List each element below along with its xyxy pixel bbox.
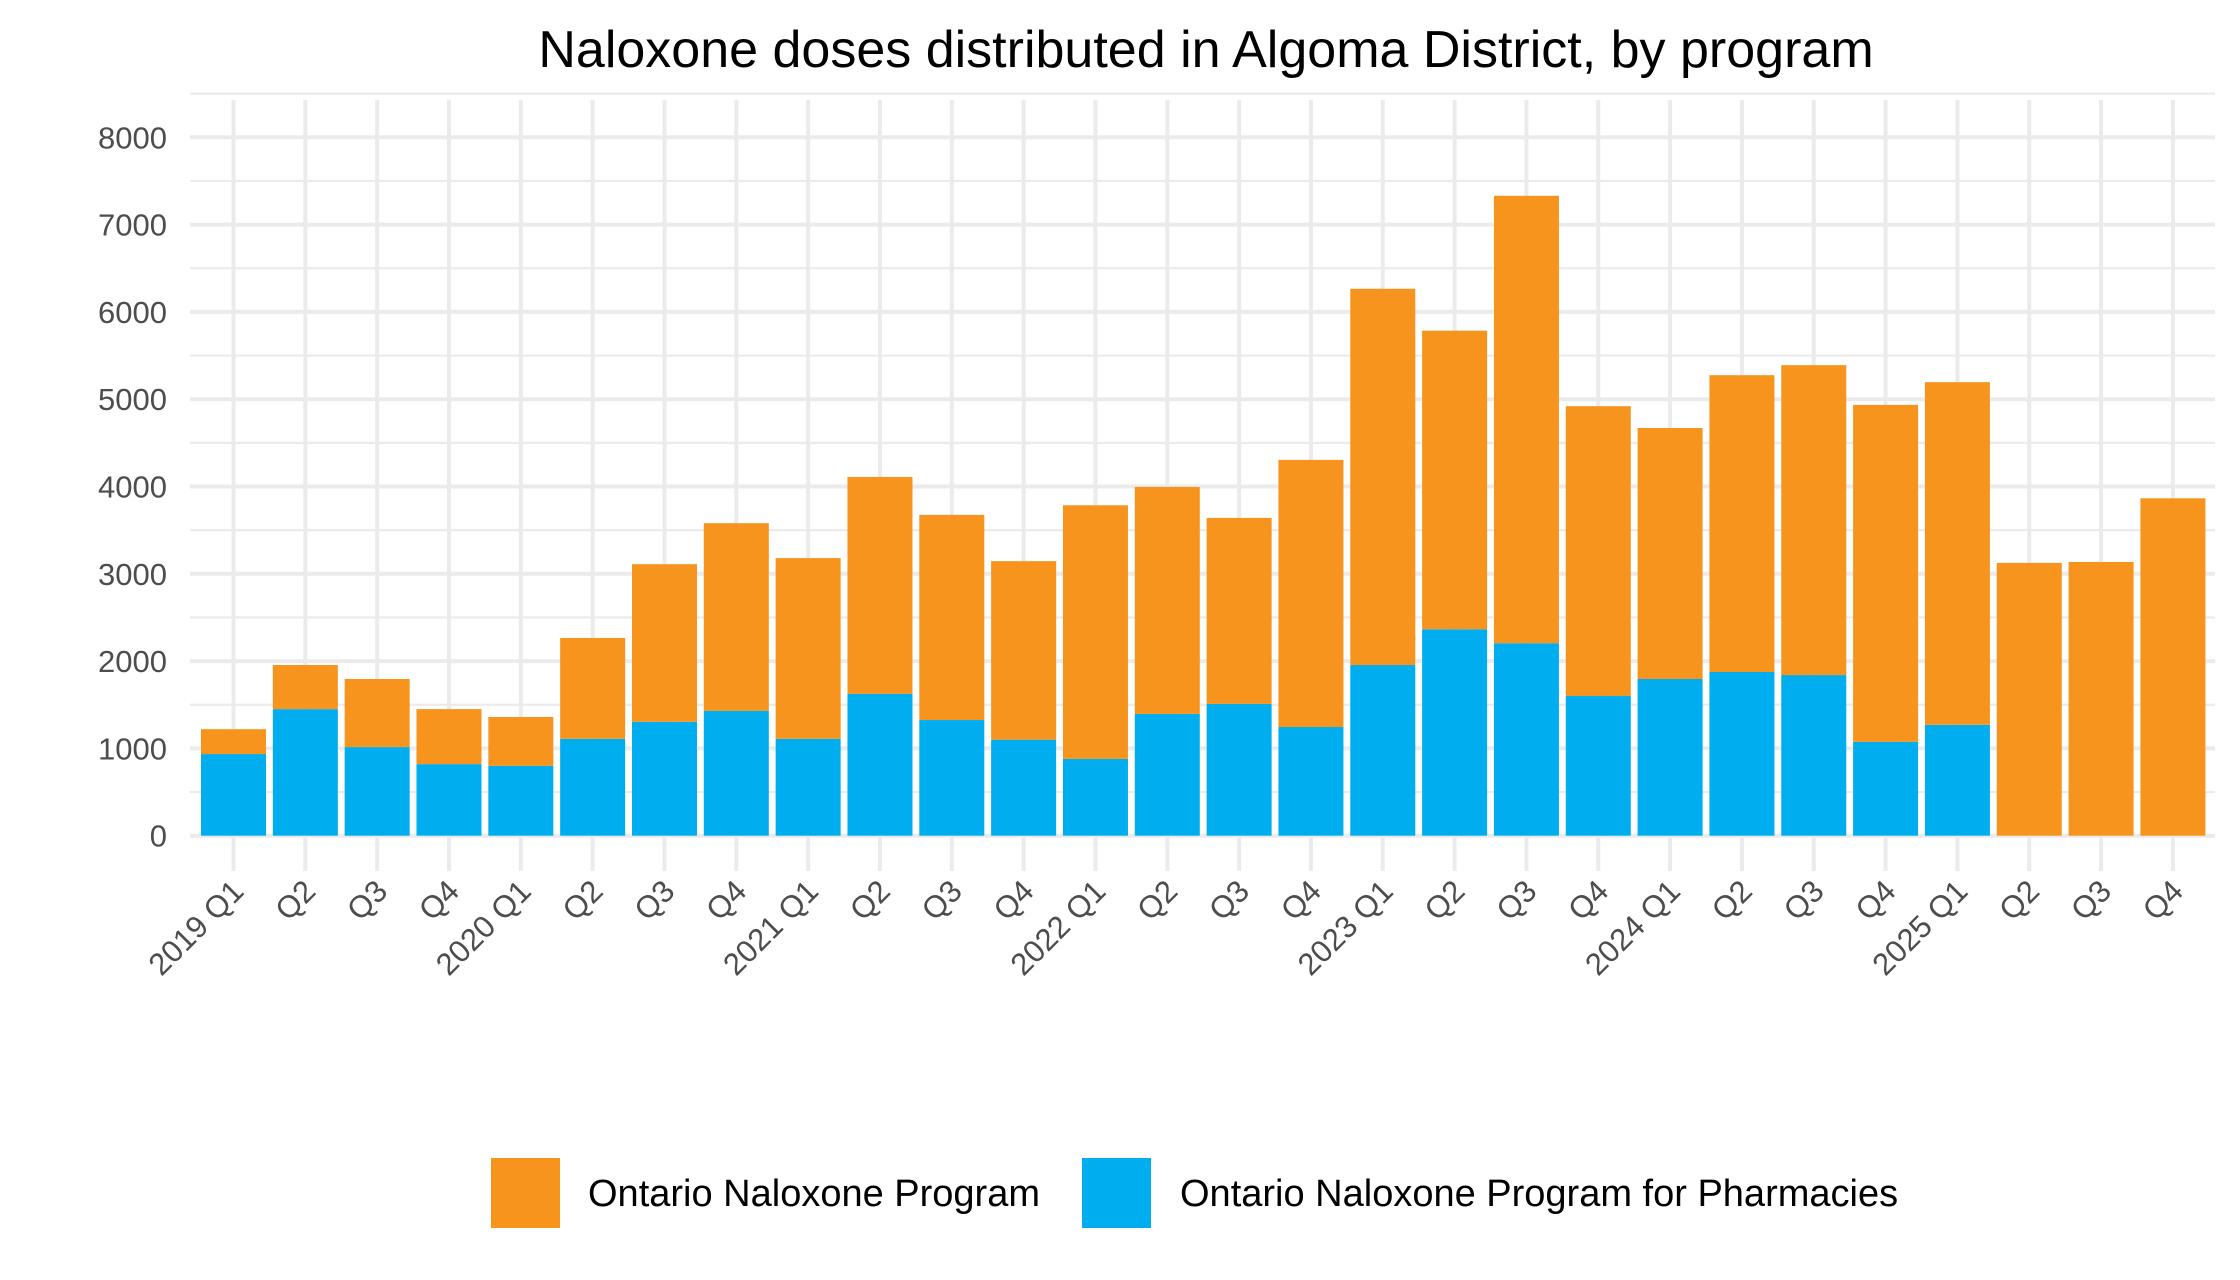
- x-tick-label: Q4: [1274, 873, 1328, 927]
- bar-onp-18: [1493, 195, 1559, 644]
- bar-pharmacies-16: [1350, 665, 1416, 836]
- bar-onp-9: [847, 476, 913, 694]
- bar-pharmacies-8: [775, 738, 841, 836]
- bar-pharmacies-14: [1206, 703, 1272, 836]
- bar-onp-15: [1278, 459, 1344, 728]
- bar-onp-26: [2068, 562, 2134, 836]
- bar-onp-27: [2140, 498, 2206, 836]
- bar-onp-23: [1853, 404, 1919, 742]
- bar-pharmacies-19: [1565, 696, 1631, 836]
- bar-onp-4: [488, 716, 554, 766]
- x-tick-label: Q2: [1992, 873, 2046, 927]
- bar-onp-25: [1996, 562, 2062, 836]
- bar-pharmacies-3: [416, 764, 482, 836]
- x-tick-label: Q3: [915, 873, 969, 927]
- y-tick-label: 4000: [98, 470, 167, 505]
- x-tick-label: Q2: [843, 873, 897, 927]
- legend-label-ontario-naloxone-program: Ontario Naloxone Program: [588, 1173, 1040, 1215]
- y-tick-label: 7000: [98, 208, 167, 243]
- bar-onp-20: [1637, 428, 1703, 679]
- legend-swatch-ontario-naloxone-program-for-pharmacies: [1082, 1158, 1151, 1228]
- bar-onp-16: [1350, 288, 1416, 666]
- bar-pharmacies-5: [560, 738, 626, 836]
- legend-label-ontario-naloxone-program-for-pharmacies: Ontario Naloxone Program for Pharmacies: [1180, 1173, 1898, 1215]
- y-tick-label: 6000: [98, 295, 167, 330]
- bar-pharmacies-0: [201, 754, 266, 836]
- y-tick-label: 3000: [98, 557, 167, 592]
- bar-pharmacies-10: [919, 720, 985, 836]
- bar-onp-1: [272, 665, 338, 710]
- bar-onp-2: [344, 678, 410, 748]
- bar-pharmacies-24: [1924, 724, 1990, 836]
- bar-onp-6: [631, 564, 697, 722]
- bar-onp-0: [201, 729, 266, 755]
- x-tick-label: Q2: [1705, 873, 1759, 927]
- bar-pharmacies-11: [991, 739, 1057, 836]
- x-tick-label: Q4: [2136, 873, 2190, 927]
- y-tick-label: 0: [150, 819, 167, 854]
- legend-swatch-ontario-naloxone-program: [491, 1158, 560, 1228]
- x-tick-label: Q3: [627, 873, 681, 927]
- bar-onp-7: [703, 523, 769, 711]
- bar-onp-21: [1709, 375, 1775, 673]
- bar-pharmacies-1: [272, 709, 338, 836]
- bar-onp-8: [775, 558, 841, 739]
- x-tick-label: Q2: [1418, 873, 1472, 927]
- bar-pharmacies-18: [1493, 643, 1559, 836]
- bar-pharmacies-2: [344, 747, 410, 836]
- bar-onp-14: [1206, 517, 1272, 704]
- bar-pharmacies-6: [631, 721, 697, 836]
- bar-pharmacies-12: [1062, 758, 1128, 836]
- bar-layer: [201, 195, 2206, 836]
- bar-onp-24: [1924, 382, 1990, 725]
- bar-onp-22: [1781, 365, 1847, 676]
- bar-onp-12: [1062, 505, 1128, 759]
- x-tick-label: Q2: [1130, 873, 1184, 927]
- x-tick-label: Q4: [1561, 873, 1615, 927]
- x-tick-label: Q4: [699, 873, 753, 927]
- bar-pharmacies-23: [1853, 741, 1919, 836]
- bar-pharmacies-7: [703, 710, 769, 836]
- x-tick-label: Q2: [556, 873, 610, 927]
- bar-pharmacies-22: [1781, 675, 1847, 836]
- x-tick-label: Q3: [1777, 873, 1831, 927]
- y-tick-label: 5000: [98, 382, 167, 417]
- bar-onp-17: [1422, 330, 1488, 630]
- bar-pharmacies-13: [1134, 713, 1200, 836]
- bar-pharmacies-9: [847, 693, 913, 836]
- x-tick-label: Q4: [987, 873, 1041, 927]
- x-tick-label: Q3: [1202, 873, 1256, 927]
- bar-pharmacies-17: [1422, 629, 1488, 836]
- x-tick-label: Q3: [2064, 873, 2118, 927]
- x-tick-label: Q3: [340, 873, 394, 927]
- chart-title: Naloxone doses distributed in Algoma Dis…: [538, 21, 1873, 79]
- bar-onp-19: [1565, 406, 1631, 697]
- x-tick-label: Q4: [1849, 873, 1903, 927]
- bar-pharmacies-20: [1637, 678, 1703, 836]
- x-tick-label: Q4: [412, 873, 466, 927]
- bar-pharmacies-21: [1709, 672, 1775, 836]
- bar-pharmacies-4: [488, 765, 554, 836]
- y-tick-label: 2000: [98, 644, 167, 679]
- x-tick-label: Q3: [1489, 873, 1543, 927]
- x-tick-label: Q2: [268, 873, 322, 927]
- bar-pharmacies-15: [1278, 727, 1344, 836]
- legend: Ontario Naloxone Program Ontario Naloxon…: [491, 1158, 1898, 1228]
- bar-onp-10: [919, 514, 985, 721]
- bar-onp-13: [1134, 486, 1200, 714]
- bar-onp-11: [991, 561, 1057, 740]
- bar-onp-5: [560, 637, 626, 739]
- x-tick-label: 2019 Q1: [142, 873, 251, 982]
- y-axis-ticks: 0 1000 2000 3000 4000 5000 6000 7000 8000: [98, 120, 167, 853]
- bar-onp-3: [416, 709, 482, 765]
- y-tick-label: 1000: [98, 731, 167, 766]
- y-tick-label: 8000: [98, 120, 167, 155]
